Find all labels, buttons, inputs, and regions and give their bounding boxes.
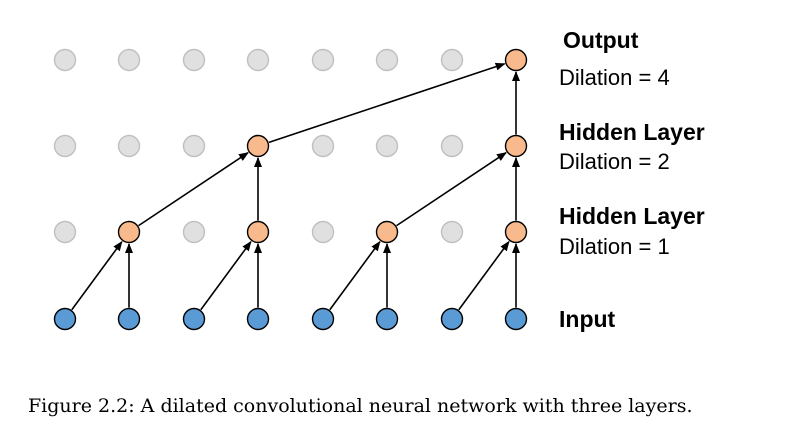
hidden-layer-2-dilation: Dilation = 2	[559, 149, 670, 174]
input-node-6-active	[440, 307, 464, 331]
hidden1-node-7-active	[504, 220, 528, 244]
hidden1-node-4-inactive	[311, 220, 335, 244]
input-node-2-active	[182, 307, 206, 331]
output-node-0-inactive	[53, 48, 77, 72]
output-node-3-inactive	[246, 48, 270, 72]
hidden1-node-1-active	[117, 220, 141, 244]
hidden2-node-1-inactive	[117, 134, 141, 158]
figure-caption: Figure 2.2: A dilated convolutional neur…	[28, 395, 693, 417]
edge-hidden1-5-to-hidden2-7	[396, 151, 507, 227]
output-node-4-inactive	[311, 48, 335, 72]
hidden1-node-6-inactive	[440, 220, 464, 244]
hidden2-node-4-inactive	[311, 134, 335, 158]
hidden1-node-2-inactive	[182, 220, 206, 244]
edge-input-4-to-hidden1-5	[329, 240, 381, 311]
hidden1-node-5-active	[375, 220, 399, 244]
hidden2-node-0-inactive	[53, 134, 77, 158]
edge-input-2-to-hidden1-3	[200, 240, 252, 311]
input-node-4-active	[311, 307, 335, 331]
output-layer-dilation: Dilation = 4	[559, 65, 670, 90]
hidden2-node-6-inactive	[440, 134, 464, 158]
edge-input-6-to-hidden1-7	[458, 240, 510, 311]
hidden1-node-0-inactive	[53, 220, 77, 244]
edge-hidden1-1-to-hidden2-3	[138, 151, 249, 227]
hidden-layer-1-title: Hidden Layer	[559, 203, 705, 229]
input-node-1-active	[117, 307, 141, 331]
input-node-5-active	[375, 307, 399, 331]
output-node-6-inactive	[440, 48, 464, 72]
hidden2-node-7-active	[504, 134, 528, 158]
output-node-7-active	[504, 48, 528, 72]
hidden2-node-3-active	[246, 134, 270, 158]
hidden1-node-3-active	[246, 220, 270, 244]
output-node-2-inactive	[182, 48, 206, 72]
input-node-0-active	[53, 307, 77, 331]
output-node-1-inactive	[117, 48, 141, 72]
hidden2-node-2-inactive	[182, 134, 206, 158]
input-layer-title: Input	[559, 306, 616, 332]
hidden-layer-1-dilation: Dilation = 1	[559, 234, 670, 259]
nodes-group	[53, 48, 528, 331]
input-node-7-active	[504, 307, 528, 331]
output-node-5-inactive	[375, 48, 399, 72]
input-node-3-active	[246, 307, 270, 331]
hidden2-node-5-inactive	[375, 134, 399, 158]
output-layer-title: Output	[563, 27, 639, 53]
edge-hidden2-3-to-output-7	[268, 62, 506, 144]
hidden-layer-2-title: Hidden Layer	[559, 119, 705, 145]
edges-group	[71, 62, 520, 311]
edge-input-0-to-hidden1-1	[71, 240, 123, 311]
